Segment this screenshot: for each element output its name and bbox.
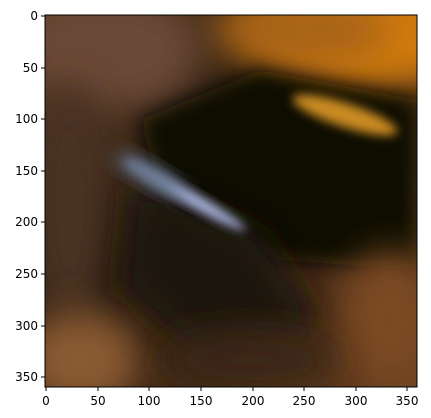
x-tick-label: 150 xyxy=(190,394,213,408)
x-tick-label: 50 xyxy=(90,394,105,408)
x-tick-label: 0 xyxy=(42,394,50,408)
y-tick-label: 250 xyxy=(15,267,38,281)
x-tick-label: 100 xyxy=(138,394,161,408)
y-tick-label: 150 xyxy=(15,164,38,178)
y-tick-label: 350 xyxy=(15,370,38,384)
y-tick-label: 100 xyxy=(15,112,38,126)
y-tick-label: 300 xyxy=(15,319,38,333)
blurred-photo xyxy=(45,15,417,387)
y-tick-labels: 0 50 100 150 200 250 300 350 xyxy=(15,9,38,384)
y-axis xyxy=(41,15,45,378)
x-axis xyxy=(45,387,408,391)
x-tick-label: 200 xyxy=(242,394,265,408)
x-tick-labels: 0 50 100 150 200 250 300 350 xyxy=(42,394,418,408)
x-tick-label: 250 xyxy=(293,394,316,408)
x-tick-label: 350 xyxy=(396,394,419,408)
axes-frame xyxy=(44,14,418,388)
x-tick-label: 300 xyxy=(345,394,368,408)
y-tick-label: 50 xyxy=(23,61,38,75)
y-tick-label: 0 xyxy=(30,9,38,23)
y-tick-label: 200 xyxy=(15,215,38,229)
